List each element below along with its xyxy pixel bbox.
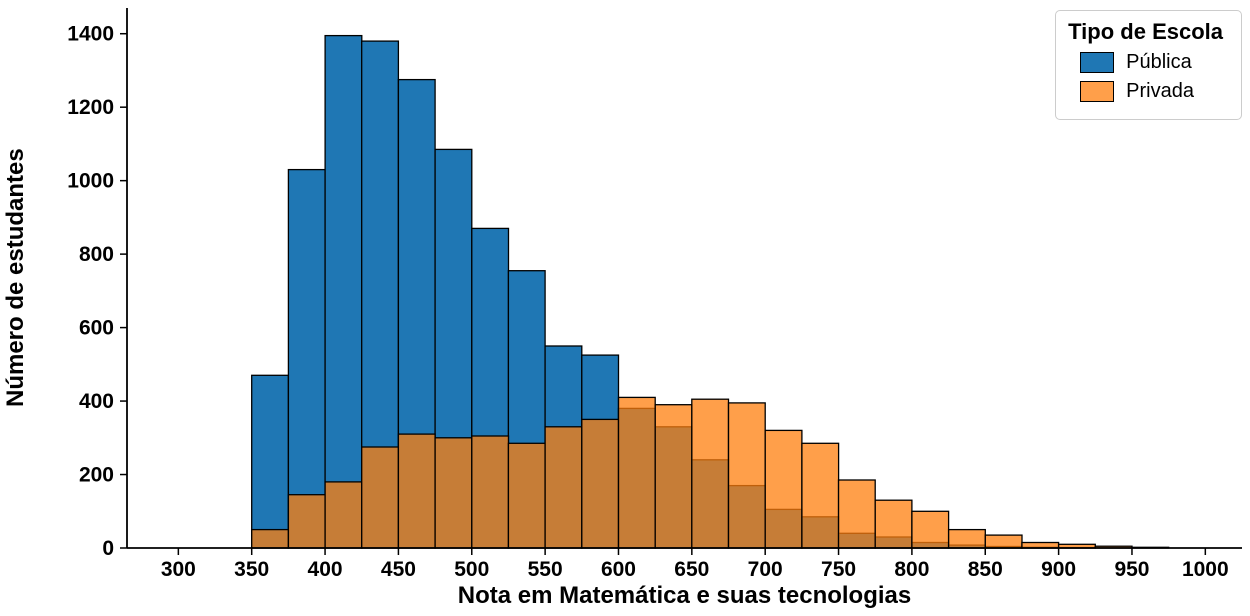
x-tick-label: 550 — [528, 558, 563, 581]
x-tick-label: 350 — [234, 558, 269, 581]
bar-privada-400 — [324, 481, 363, 549]
x-tick-label: 700 — [748, 558, 783, 581]
y-tick-label: 600 — [79, 317, 114, 340]
x-axis-label: Nota em Matemática e suas tecnologias — [457, 582, 912, 609]
bar-privada-500 — [471, 435, 510, 549]
bar-privada-800 — [911, 510, 950, 549]
bar-privada-700 — [764, 429, 803, 549]
y-tick-label: 0 — [102, 537, 114, 560]
y-tick-label: 1200 — [67, 96, 114, 119]
y-tick-label: 1000 — [67, 170, 114, 193]
bar-privada-450 — [397, 433, 436, 549]
y-tick-label: 200 — [79, 464, 114, 487]
y-tick-label: 1400 — [67, 23, 114, 46]
x-tick-label: 950 — [1114, 558, 1149, 581]
bar-privada-350 — [251, 528, 290, 549]
bar-privada-550 — [544, 426, 583, 549]
legend-item-publica: Pública — [1080, 51, 1223, 74]
legend-swatch-privada — [1080, 81, 1115, 102]
bar-privada-575 — [581, 418, 620, 549]
x-tick-label: 650 — [674, 558, 709, 581]
x-tick-label: 400 — [308, 558, 343, 581]
x-tick-label: 300 — [161, 558, 196, 581]
bar-privada-600 — [617, 396, 656, 549]
bar-privada-850 — [984, 534, 1023, 549]
legend-swatch-publica — [1080, 52, 1115, 73]
x-tick-label: 500 — [454, 558, 489, 581]
bar-privada-475 — [434, 437, 473, 549]
x-tick-label: 850 — [968, 558, 1003, 581]
bar-privada-425 — [361, 446, 400, 549]
bar-privada-375 — [287, 494, 326, 549]
bar-privada-650 — [691, 398, 730, 549]
x-tick-label: 600 — [601, 558, 636, 581]
legend-item-privada: Privada — [1080, 80, 1223, 103]
legend-label-privada: Privada — [1126, 80, 1194, 102]
bar-pública-350 — [251, 374, 290, 549]
legend: Tipo de Escola Pública Privada — [1055, 10, 1242, 120]
y-tick-label: 400 — [79, 390, 114, 413]
bar-privada-675 — [727, 402, 766, 549]
legend-title: Tipo de Escola — [1068, 19, 1223, 44]
x-tick-label: 900 — [1041, 558, 1076, 581]
bar-privada-775 — [874, 499, 913, 549]
bar-privada-825 — [947, 528, 986, 549]
x-tick-label: 750 — [821, 558, 856, 581]
x-tick-label: 800 — [894, 558, 929, 581]
bar-pública-400 — [324, 34, 363, 549]
x-tick-label: 450 — [381, 558, 416, 581]
y-tick-label: 800 — [79, 243, 114, 266]
bar-privada-525 — [507, 442, 546, 549]
bar-privada-625 — [654, 404, 693, 549]
x-tick-label: 1000 — [1182, 558, 1229, 581]
bar-pública-375 — [287, 168, 326, 549]
bar-privada-750 — [837, 479, 876, 549]
bar-privada-725 — [801, 442, 840, 549]
y-axis-label: Número de estudantes — [2, 148, 29, 408]
legend-label-publica: Pública — [1126, 51, 1192, 73]
